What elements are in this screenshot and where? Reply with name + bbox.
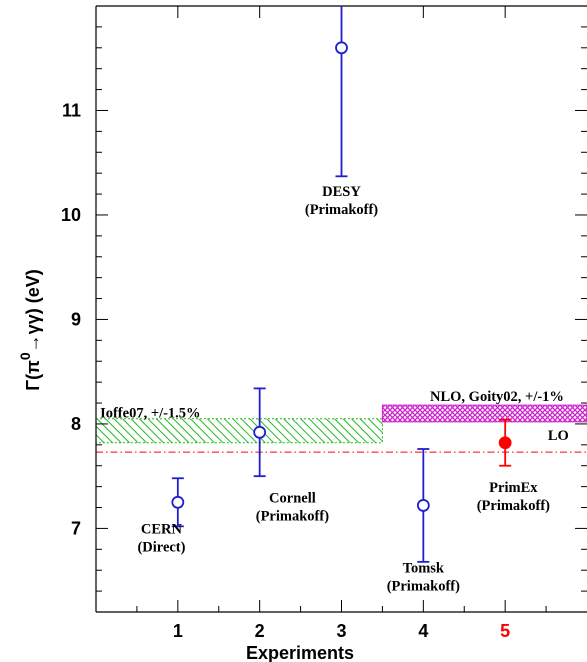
point-label-desy: (Primakoff) — [305, 202, 378, 218]
point-label-primex: PrimEx — [489, 480, 538, 496]
x-tick-label: 4 — [418, 621, 428, 641]
point-label-cern: (Direct) — [137, 540, 185, 556]
band-1 — [95, 418, 383, 444]
point-label-tomsk: Tomsk — [403, 560, 445, 576]
y-tick-label: 8 — [71, 414, 81, 434]
svg-text:Γ(π0→γγ) (eV): Γ(π0→γγ) (eV) — [17, 269, 43, 390]
y-axis-title-part-1: Γ(π — [23, 360, 43, 391]
points-layer — [171, 6, 512, 563]
point-label-cornell: (Primakoff) — [256, 508, 329, 524]
data-point-desy — [335, 41, 348, 55]
annotations-layer: Ioffe07, +/-1.5% NLO, Goity02, +/-1% LO CER… — [100, 184, 569, 594]
reference-line-label-lo: LO — [548, 428, 569, 444]
bands-layer — [95, 404, 587, 444]
x-tick-label: 5 — [500, 621, 510, 641]
point-label-cornell: Cornell — [269, 490, 316, 506]
x-tick-label: 3 — [336, 621, 346, 641]
y-tick-label: 11 — [62, 100, 81, 120]
band-label-2: NLO, Goity02, +/-1% — [430, 389, 564, 405]
data-point-primex — [498, 436, 512, 450]
point-label-tomsk: (Primakoff) — [387, 578, 460, 594]
point-label-cern: CERN — [141, 522, 183, 538]
band-2 — [381, 404, 587, 423]
point-label-desy: DESY — [322, 184, 361, 200]
x-tick-label: 1 — [173, 621, 183, 641]
y-axis-title-superscript: 0 — [17, 352, 33, 360]
x-axis-title: Experiments — [246, 643, 354, 662]
point-label-primex: (Primakoff) — [477, 498, 550, 514]
y-tick-label: 10 — [61, 205, 81, 225]
band-label-1: Ioffe07, +/-1.5% — [100, 406, 200, 422]
y-axis-title: Γ(π0→γγ) (eV) — [17, 269, 43, 390]
data-point-tomsk — [416, 499, 430, 512]
y-axis-title-part-2: →γγ) (eV) — [23, 269, 43, 352]
y-tick-label: 9 — [71, 309, 81, 329]
data-point-cern — [171, 495, 185, 509]
y-tick-label: 7 — [71, 518, 81, 538]
x-tick-label: 2 — [255, 621, 265, 641]
data-point-cornell — [253, 425, 267, 439]
